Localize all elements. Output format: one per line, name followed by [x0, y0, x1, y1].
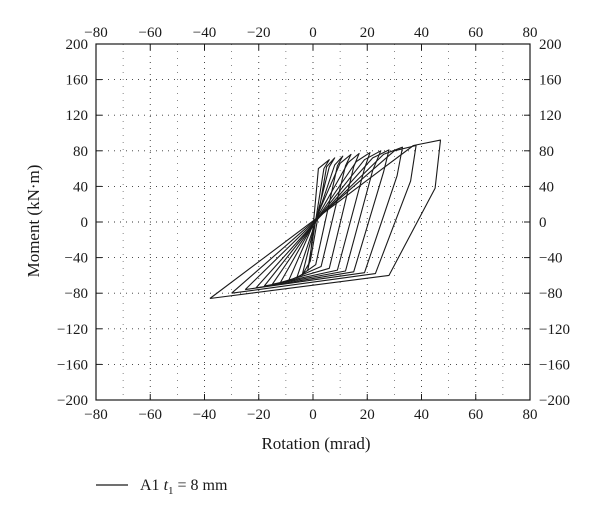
y-tick-label-right: 120: [539, 108, 562, 124]
y-tick-label-right: −160: [539, 357, 570, 373]
x-tick-label-bottom: −80: [84, 407, 107, 423]
x-tick-label-bottom: −40: [193, 407, 216, 423]
x-tick-label-bottom: 80: [523, 407, 538, 423]
y-tick-label-left: −40: [65, 251, 88, 267]
x-tick-label-top: 80: [523, 25, 538, 41]
hysteresis-loop: [301, 157, 336, 276]
x-tick-label-bottom: −60: [139, 407, 162, 423]
x-tick-label-top: 0: [309, 25, 317, 41]
x-axis-title: Rotation (mrad): [261, 434, 370, 453]
x-tick-label-bottom: 0: [309, 407, 317, 423]
legend: A1 t1 = 8 mm: [96, 477, 228, 497]
hysteresis-loop: [288, 153, 352, 282]
y-tick-label-left: 120: [66, 108, 89, 124]
hysteresis-loop: [255, 149, 390, 289]
y-tick-label-right: −200: [539, 393, 570, 409]
y-tick-label-left: 80: [73, 144, 88, 160]
y-tick-label-right: 200: [539, 37, 562, 53]
tick-labels: −80−80−60−60−40−40−20−200020204040606080…: [57, 25, 570, 423]
x-tick-label-top: −40: [193, 25, 216, 41]
legend-var: t: [164, 477, 169, 494]
hysteresis-loop: [279, 152, 360, 284]
y-axis-title: Moment (kN·m): [24, 165, 43, 278]
legend-label: A1 t1 = 8 mm: [140, 477, 228, 497]
hysteresis-loop: [271, 152, 371, 285]
ticks: [95, 43, 531, 401]
y-tick-label-right: 0: [539, 215, 547, 231]
x-tick-label-top: 60: [468, 25, 483, 41]
x-tick-label-top: 20: [360, 25, 375, 41]
x-tick-label-top: −20: [247, 25, 270, 41]
x-tick-label-bottom: 20: [360, 407, 375, 423]
x-tick-label-bottom: −20: [247, 407, 270, 423]
legend-suffix: = 8 mm: [174, 477, 228, 494]
x-tick-label-bottom: 60: [468, 407, 483, 423]
x-tick-label-top: 40: [414, 25, 429, 41]
x-tick-label-top: −60: [139, 25, 162, 41]
y-tick-label-left: −200: [57, 393, 88, 409]
y-tick-label-right: 80: [539, 144, 554, 160]
y-tick-label-right: 160: [539, 73, 562, 89]
y-tick-label-left: 40: [73, 179, 88, 195]
y-tick-label-right: −120: [539, 322, 570, 338]
hysteresis-loop: [209, 139, 442, 300]
y-tick-label-left: −120: [57, 322, 88, 338]
y-tick-label-left: −160: [57, 357, 88, 373]
hysteresis-curves: [209, 139, 442, 300]
y-tick-label-left: 200: [66, 37, 89, 53]
y-tick-label-left: 0: [81, 215, 89, 231]
y-tick-label-right: −80: [539, 286, 562, 302]
y-tick-label-left: −80: [65, 286, 88, 302]
y-tick-label-right: −40: [539, 251, 562, 267]
legend-prefix: A1: [140, 477, 164, 494]
legend-sub: 1: [168, 485, 174, 497]
hysteresis-loop: [231, 144, 417, 294]
y-tick-label-right: 40: [539, 179, 554, 195]
x-tick-label-bottom: 40: [414, 407, 429, 423]
hysteresis-loop: [244, 146, 404, 291]
hysteresis-loop: [307, 159, 330, 272]
hysteresis-loop: [296, 155, 344, 279]
y-tick-label-left: 160: [66, 73, 89, 89]
x-tick-label-top: −80: [84, 25, 107, 41]
